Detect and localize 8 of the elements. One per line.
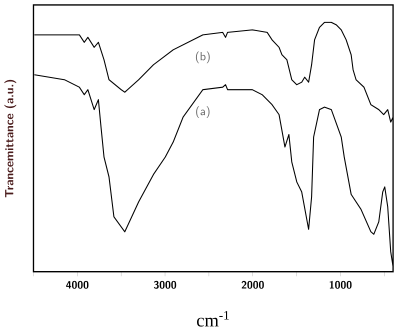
x-tick-label: 1000 xyxy=(330,280,352,289)
y-axis-title: Trancemittance (a.u.) xyxy=(4,80,16,198)
series-label: (a) xyxy=(196,106,210,118)
x-tick-label: 3000 xyxy=(154,280,176,289)
x-tick-label: 4000 xyxy=(66,280,88,289)
x-tick-label: 2000 xyxy=(242,280,264,289)
x-axis-title: cm$^{-1}$ xyxy=(197,311,229,327)
series-label: (b) xyxy=(196,51,210,64)
